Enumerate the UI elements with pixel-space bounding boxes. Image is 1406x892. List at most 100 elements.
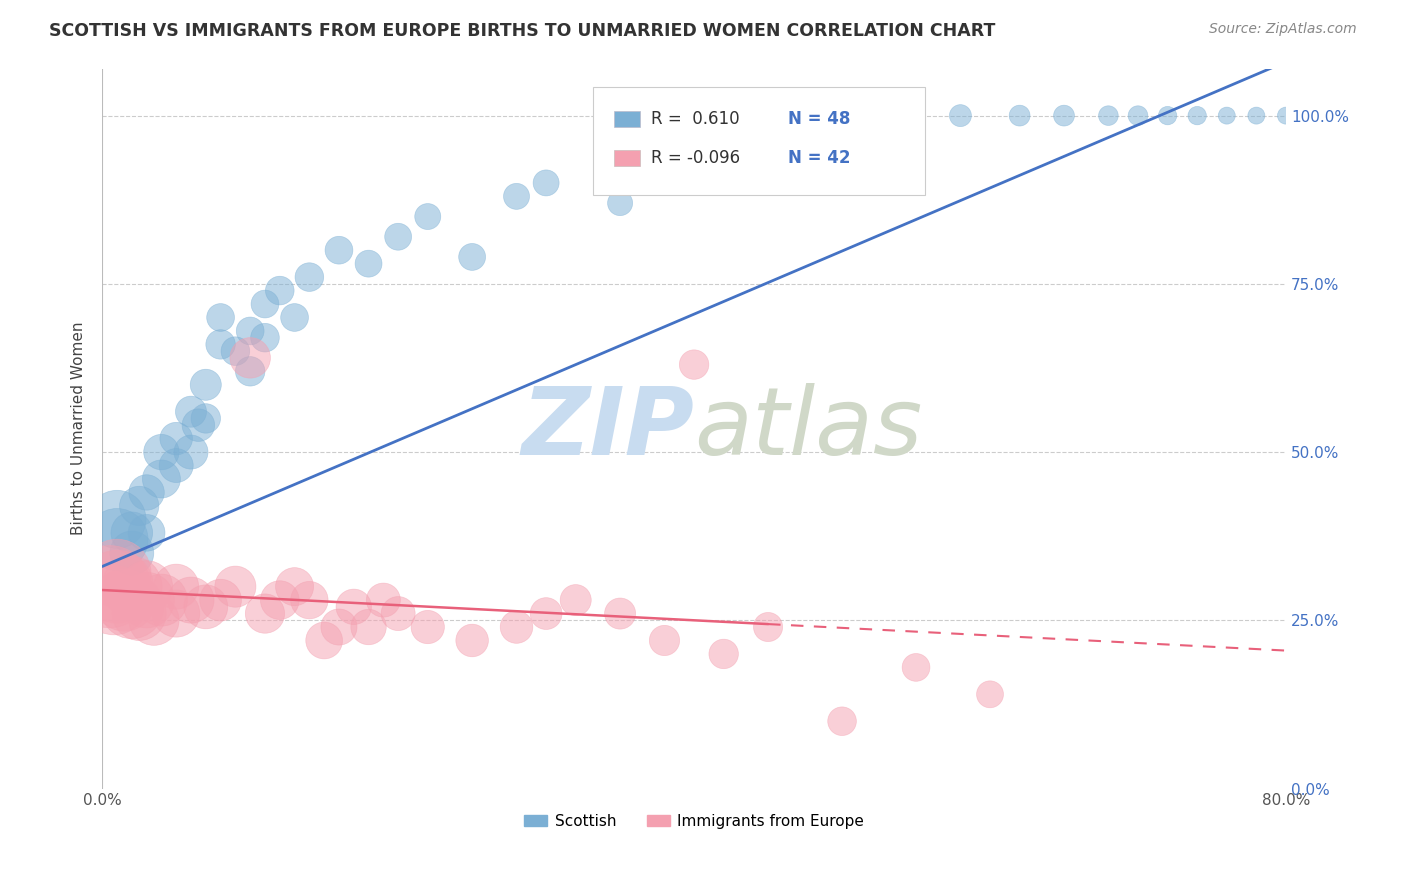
Point xyxy=(505,189,527,203)
Point xyxy=(269,593,291,607)
Point xyxy=(253,297,276,311)
Point xyxy=(654,633,676,648)
Point xyxy=(609,196,631,211)
Point xyxy=(534,607,557,621)
Point xyxy=(239,324,262,338)
Point xyxy=(224,580,246,594)
Point xyxy=(461,633,484,648)
Point xyxy=(284,310,307,325)
Point xyxy=(165,607,187,621)
Point xyxy=(105,512,128,526)
FancyBboxPatch shape xyxy=(613,150,640,166)
Point xyxy=(209,310,232,325)
Point xyxy=(416,210,439,224)
FancyBboxPatch shape xyxy=(613,111,640,127)
Point xyxy=(105,533,128,547)
Point xyxy=(165,432,187,446)
Point xyxy=(180,405,202,419)
Point xyxy=(98,580,121,594)
Text: Source: ZipAtlas.com: Source: ZipAtlas.com xyxy=(1209,22,1357,37)
Point xyxy=(150,472,173,486)
Point xyxy=(654,162,676,177)
Point xyxy=(135,593,157,607)
Point xyxy=(194,411,217,425)
Point xyxy=(416,620,439,634)
Point xyxy=(194,599,217,614)
Point xyxy=(860,109,883,123)
Point xyxy=(831,714,853,729)
Point xyxy=(180,445,202,459)
Point xyxy=(609,607,631,621)
Point xyxy=(1008,109,1031,123)
Point xyxy=(121,580,143,594)
Point xyxy=(343,599,366,614)
Point xyxy=(534,176,557,190)
Point xyxy=(1053,109,1076,123)
Point xyxy=(150,593,173,607)
Point xyxy=(1246,109,1268,123)
Point xyxy=(1097,109,1119,123)
Point xyxy=(979,687,1001,701)
Point xyxy=(165,580,187,594)
Point xyxy=(121,546,143,560)
Point xyxy=(105,566,128,581)
Point xyxy=(135,525,157,540)
Point xyxy=(121,599,143,614)
Point xyxy=(564,593,586,607)
Point xyxy=(239,351,262,365)
Point xyxy=(713,142,735,156)
Point xyxy=(194,377,217,392)
Point xyxy=(284,580,307,594)
Point xyxy=(112,593,135,607)
Point xyxy=(505,620,527,634)
Point xyxy=(328,243,350,257)
Point xyxy=(121,525,143,540)
FancyBboxPatch shape xyxy=(593,87,925,194)
Text: N = 48: N = 48 xyxy=(787,110,851,128)
Point xyxy=(298,593,321,607)
Point xyxy=(1126,109,1149,123)
Point xyxy=(128,499,150,513)
Point xyxy=(180,593,202,607)
Y-axis label: Births to Unmarried Women: Births to Unmarried Women xyxy=(72,322,86,535)
Point xyxy=(209,593,232,607)
Point xyxy=(150,445,173,459)
Text: atlas: atlas xyxy=(695,383,922,474)
Point xyxy=(239,364,262,378)
Point xyxy=(949,109,972,123)
Point xyxy=(357,257,380,271)
Point xyxy=(253,331,276,345)
Point xyxy=(328,620,350,634)
Point xyxy=(314,633,336,648)
Point xyxy=(387,607,409,621)
Point xyxy=(253,607,276,621)
Point xyxy=(187,418,209,433)
Point xyxy=(756,620,779,634)
Point xyxy=(165,458,187,473)
Point xyxy=(209,337,232,351)
Point xyxy=(105,580,128,594)
Point xyxy=(713,647,735,661)
Point xyxy=(683,358,706,372)
Legend: Scottish, Immigrants from Europe: Scottish, Immigrants from Europe xyxy=(517,807,870,835)
Point xyxy=(128,607,150,621)
Point xyxy=(1185,109,1208,123)
Point xyxy=(387,229,409,244)
Point xyxy=(1156,109,1178,123)
Point xyxy=(103,593,125,607)
Point xyxy=(298,270,321,285)
Point xyxy=(1216,109,1239,123)
Point xyxy=(1275,109,1298,123)
Text: ZIP: ZIP xyxy=(522,383,695,475)
Point xyxy=(135,485,157,500)
Point xyxy=(224,344,246,359)
Text: R = -0.096: R = -0.096 xyxy=(651,149,741,167)
Point xyxy=(373,593,395,607)
Text: R =  0.610: R = 0.610 xyxy=(651,110,740,128)
Point xyxy=(143,613,166,627)
Point xyxy=(905,660,928,674)
Point xyxy=(461,250,484,264)
Point xyxy=(357,620,380,634)
Point xyxy=(135,580,157,594)
Text: SCOTTISH VS IMMIGRANTS FROM EUROPE BIRTHS TO UNMARRIED WOMEN CORRELATION CHART: SCOTTISH VS IMMIGRANTS FROM EUROPE BIRTH… xyxy=(49,22,995,40)
